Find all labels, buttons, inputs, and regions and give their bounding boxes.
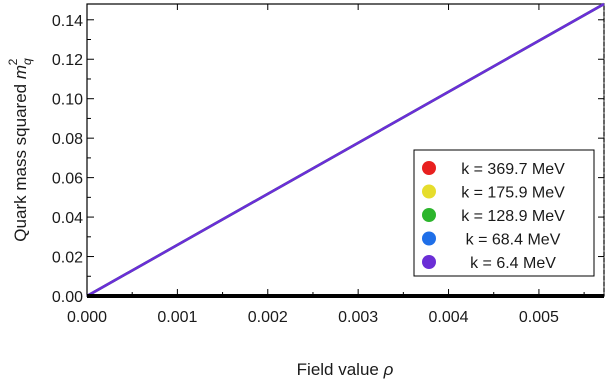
x-tick-label: 0.005 bbox=[519, 309, 559, 326]
y-tick-label: 0.12 bbox=[52, 52, 83, 69]
legend-items: k = 369.7 MeV k = 175.9 MeV k = 128.9 MeV k… bbox=[422, 161, 565, 272]
y-tick-label: 0.10 bbox=[52, 92, 83, 109]
y-tick-label: 0.00 bbox=[52, 289, 83, 306]
y-ticks: 0.00 0.02 0.04 0.06 0.08 0.10 0.12 0.14 bbox=[52, 13, 604, 306]
x-tick-label: 0.003 bbox=[338, 309, 378, 326]
x-tick-label: 0.001 bbox=[157, 309, 197, 326]
x-ticks: 0.000 0.001 0.002 0.003 0.004 0.005 bbox=[67, 4, 585, 326]
legend-label: k = 68.4 MeV bbox=[466, 232, 561, 249]
y-tick-label: 0.04 bbox=[52, 210, 83, 227]
legend-marker bbox=[422, 255, 436, 269]
y-tick-label: 0.14 bbox=[52, 13, 83, 30]
x-tick-label: 0.000 bbox=[67, 309, 107, 326]
x-axis-title: Field value ρ bbox=[297, 360, 394, 379]
y-axis-title-text: Quark mass squared bbox=[11, 79, 30, 242]
legend-marker bbox=[422, 184, 436, 199]
legend-label: k = 6.4 MeV bbox=[470, 255, 556, 272]
plot-area: 0.000.020.040.060.080.100.120.14 0.000 0.… bbox=[52, 2, 605, 326]
legend: k = 369.7 MeV k = 175.9 MeV k = 128.9 MeV k… bbox=[413, 149, 595, 277]
y-axis-title-symbol: m bbox=[11, 65, 30, 79]
legend-label: k = 175.9 MeV bbox=[461, 185, 565, 202]
legend-marker bbox=[422, 208, 436, 222]
x-tick-label: 0.004 bbox=[429, 309, 469, 326]
legend-label: k = 128.9 MeV bbox=[461, 208, 565, 225]
y-axis-title-sub: q bbox=[20, 58, 34, 65]
series-lines bbox=[86, 2, 605, 298]
legend-marker bbox=[422, 161, 436, 175]
y-tick-label: 0.06 bbox=[52, 171, 83, 188]
legend-marker bbox=[422, 231, 436, 246]
y-tick-label: 0.08 bbox=[52, 131, 83, 148]
x-axis-title-symbol: ρ bbox=[383, 360, 394, 379]
series-line bbox=[86, 2, 605, 298]
x-tick-label: 0.002 bbox=[248, 309, 288, 326]
y-axis-title-sup: 2 bbox=[6, 58, 20, 65]
legend-box bbox=[413, 149, 595, 277]
x-axis-title-text: Field value bbox=[297, 360, 384, 379]
legend-label: k = 369.7 MeV bbox=[461, 161, 565, 178]
y-axis-title: Quark mass squared mq2 bbox=[6, 58, 34, 242]
y-tick-label: 0.02 bbox=[52, 250, 83, 267]
